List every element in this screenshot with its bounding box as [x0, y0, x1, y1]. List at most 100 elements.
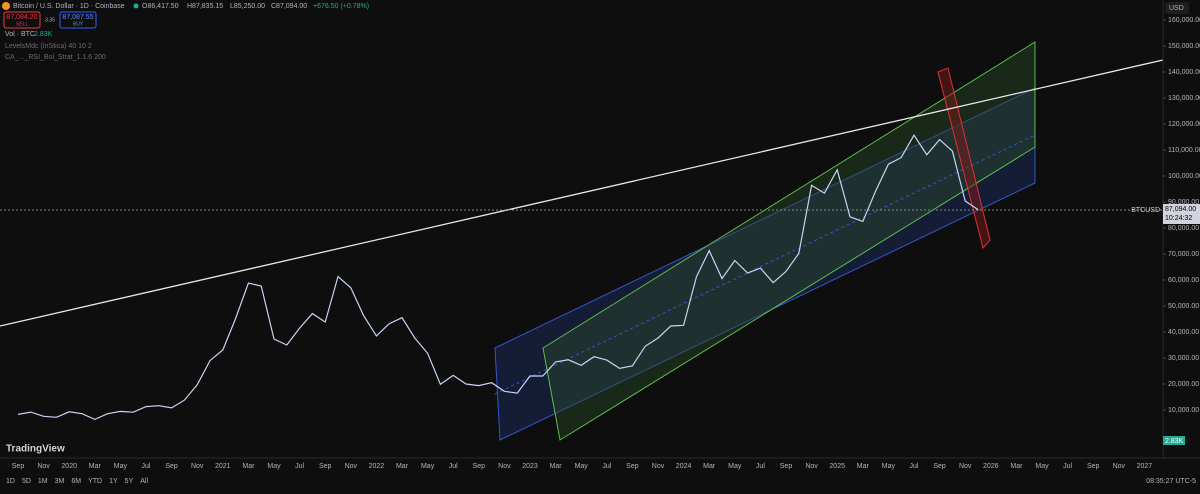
symbol[interactable]: Bitcoin / U.S. Dollar · 1D · Coinbase — [13, 3, 125, 10]
trend-line — [0, 59, 1164, 327]
x-tick-label: Nov — [1113, 463, 1126, 470]
volume-tag-bg — [1163, 436, 1185, 445]
low: L85,250.00 — [230, 3, 265, 10]
tag-symbol: BTCUSD — [1131, 207, 1160, 214]
range-button[interactable]: 1D — [6, 478, 15, 485]
x-tick-label: Nov — [345, 463, 358, 470]
x-tick-label: May — [421, 463, 435, 470]
x-tick-label: Mar — [703, 463, 716, 470]
toolbar: 1D 5D 1M 3M 6M YTD 1Y 5Y All — [6, 478, 148, 485]
range-button[interactable]: 1M — [38, 478, 48, 485]
red-channel — [937, 67, 991, 250]
x-tick-label: Jul — [1063, 463, 1072, 470]
y-tick-label: 80,000.00 — [1168, 225, 1199, 232]
x-tick-label: 2027 — [1137, 463, 1153, 470]
range-button[interactable]: YTD — [88, 478, 102, 485]
y-tick-label: 120,000.00 — [1168, 121, 1200, 128]
x-tick-label: Jul — [449, 463, 458, 470]
volume-label: Vol · BTC — [5, 31, 35, 38]
range-button[interactable]: 6M — [71, 478, 81, 485]
x-tick-label: 2023 — [522, 463, 538, 470]
currency-button[interactable] — [1165, 2, 1189, 14]
y-tick-label: 110,000.00 — [1168, 147, 1200, 154]
x-tick-label: 2024 — [676, 463, 692, 470]
y-tick-label: 130,000.00 — [1168, 95, 1200, 102]
x-tick-label: May — [1035, 463, 1049, 470]
x-tick-label: Jul — [602, 463, 611, 470]
range-button[interactable]: 5D — [22, 478, 31, 485]
y-tick-label: 140,000.00 — [1168, 69, 1200, 76]
x-tick-label: 2025 — [829, 463, 845, 470]
x-tick-label: Sep — [473, 463, 486, 470]
clock: 08:35:27 UTC-5 — [1146, 478, 1196, 485]
sell-price: 87,084.20 — [6, 14, 37, 21]
volume-tag: 2.83K — [1165, 438, 1184, 445]
range-button[interactable]: All — [140, 478, 148, 485]
price-series — [17, 134, 979, 421]
x-tick-label: 2021 — [215, 463, 231, 470]
x-tick-label: Jul — [756, 463, 765, 470]
y-tick-label: 50,000.00 — [1168, 303, 1199, 310]
market-status — [133, 3, 139, 9]
x-tick-label: Sep — [780, 463, 793, 470]
channel-midline — [494, 134, 1036, 395]
x-tick-label: Mar — [89, 463, 102, 470]
sell-button[interactable] — [3, 11, 41, 29]
y-tick-label: 160,000.00 — [1168, 17, 1200, 24]
y-tick-label: 30,000.00 — [1168, 355, 1199, 362]
blue-channel — [494, 87, 1036, 441]
range-button[interactable]: 5Y — [125, 478, 134, 485]
x-tick-label: Nov — [498, 463, 511, 470]
logo: TradingView — [6, 444, 65, 455]
x-tick-label: Mar — [396, 463, 409, 470]
y-tick-label: 60,000.00 — [1168, 277, 1199, 284]
y-tick-label: 100,000.00 — [1168, 173, 1200, 180]
x-tick-label: Sep — [626, 463, 639, 470]
volume-value: 2.83K — [34, 31, 53, 38]
x-tick-label: Sep — [1087, 463, 1100, 470]
x-tick-label: 2020 — [61, 463, 77, 470]
open: O86,417.50 — [142, 3, 179, 10]
x-tick-label: May — [882, 463, 896, 470]
y-tick-label: 150,000.00 — [1168, 43, 1200, 50]
buy-button[interactable] — [59, 11, 97, 29]
price-axis — [1163, 0, 1200, 458]
x-tick-label: Nov — [805, 463, 818, 470]
x-tick-label: Nov — [959, 463, 972, 470]
x-tick-label: Mar — [857, 463, 870, 470]
y-tick-label: 20,000.00 — [1168, 381, 1199, 388]
symbol-icon — [2, 2, 10, 10]
x-tick-label: Sep — [933, 463, 946, 470]
high: H87,835.15 — [187, 3, 223, 10]
green-channel — [542, 41, 1036, 441]
x-tick-label: Sep — [319, 463, 332, 470]
x-tick-label: Nov — [37, 463, 50, 470]
x-tick-label: May — [267, 463, 281, 470]
tag-countdown: 10:24:32 — [1165, 215, 1192, 222]
close: C87,094.00 — [271, 3, 307, 10]
x-tick-label: Jul — [910, 463, 919, 470]
tag-price: 87,094.00 — [1165, 206, 1196, 213]
sell-label: SELL — [16, 21, 28, 27]
spread: 3.35 — [45, 17, 55, 23]
x-tick-label: Nov — [191, 463, 204, 470]
x-tick-label: May — [114, 463, 128, 470]
range-button[interactable]: 1Y — [109, 478, 118, 485]
x-tick-label: 2026 — [983, 463, 999, 470]
y-tick-label: 70,000.00 — [1168, 251, 1199, 258]
indicator[interactable]: LevelsMdc (InStica) 40 10 2 — [5, 43, 92, 50]
x-tick-label: May — [575, 463, 589, 470]
price-tag — [1163, 204, 1200, 224]
currency: USD — [1169, 5, 1184, 12]
x-tick-label: 2022 — [369, 463, 385, 470]
y-tick-label: 40,000.00 — [1168, 329, 1199, 336]
indicator[interactable]: CA_..._RSI_Bol_Strat_1.1.6 200 — [5, 54, 106, 61]
x-tick-label: Nov — [652, 463, 665, 470]
x-tick-label: Mar — [550, 463, 563, 470]
range-button[interactable]: 3M — [55, 478, 65, 485]
x-tick-label: Mar — [242, 463, 255, 470]
x-tick-label: Mar — [1010, 463, 1023, 470]
x-tick-label: Sep — [165, 463, 178, 470]
